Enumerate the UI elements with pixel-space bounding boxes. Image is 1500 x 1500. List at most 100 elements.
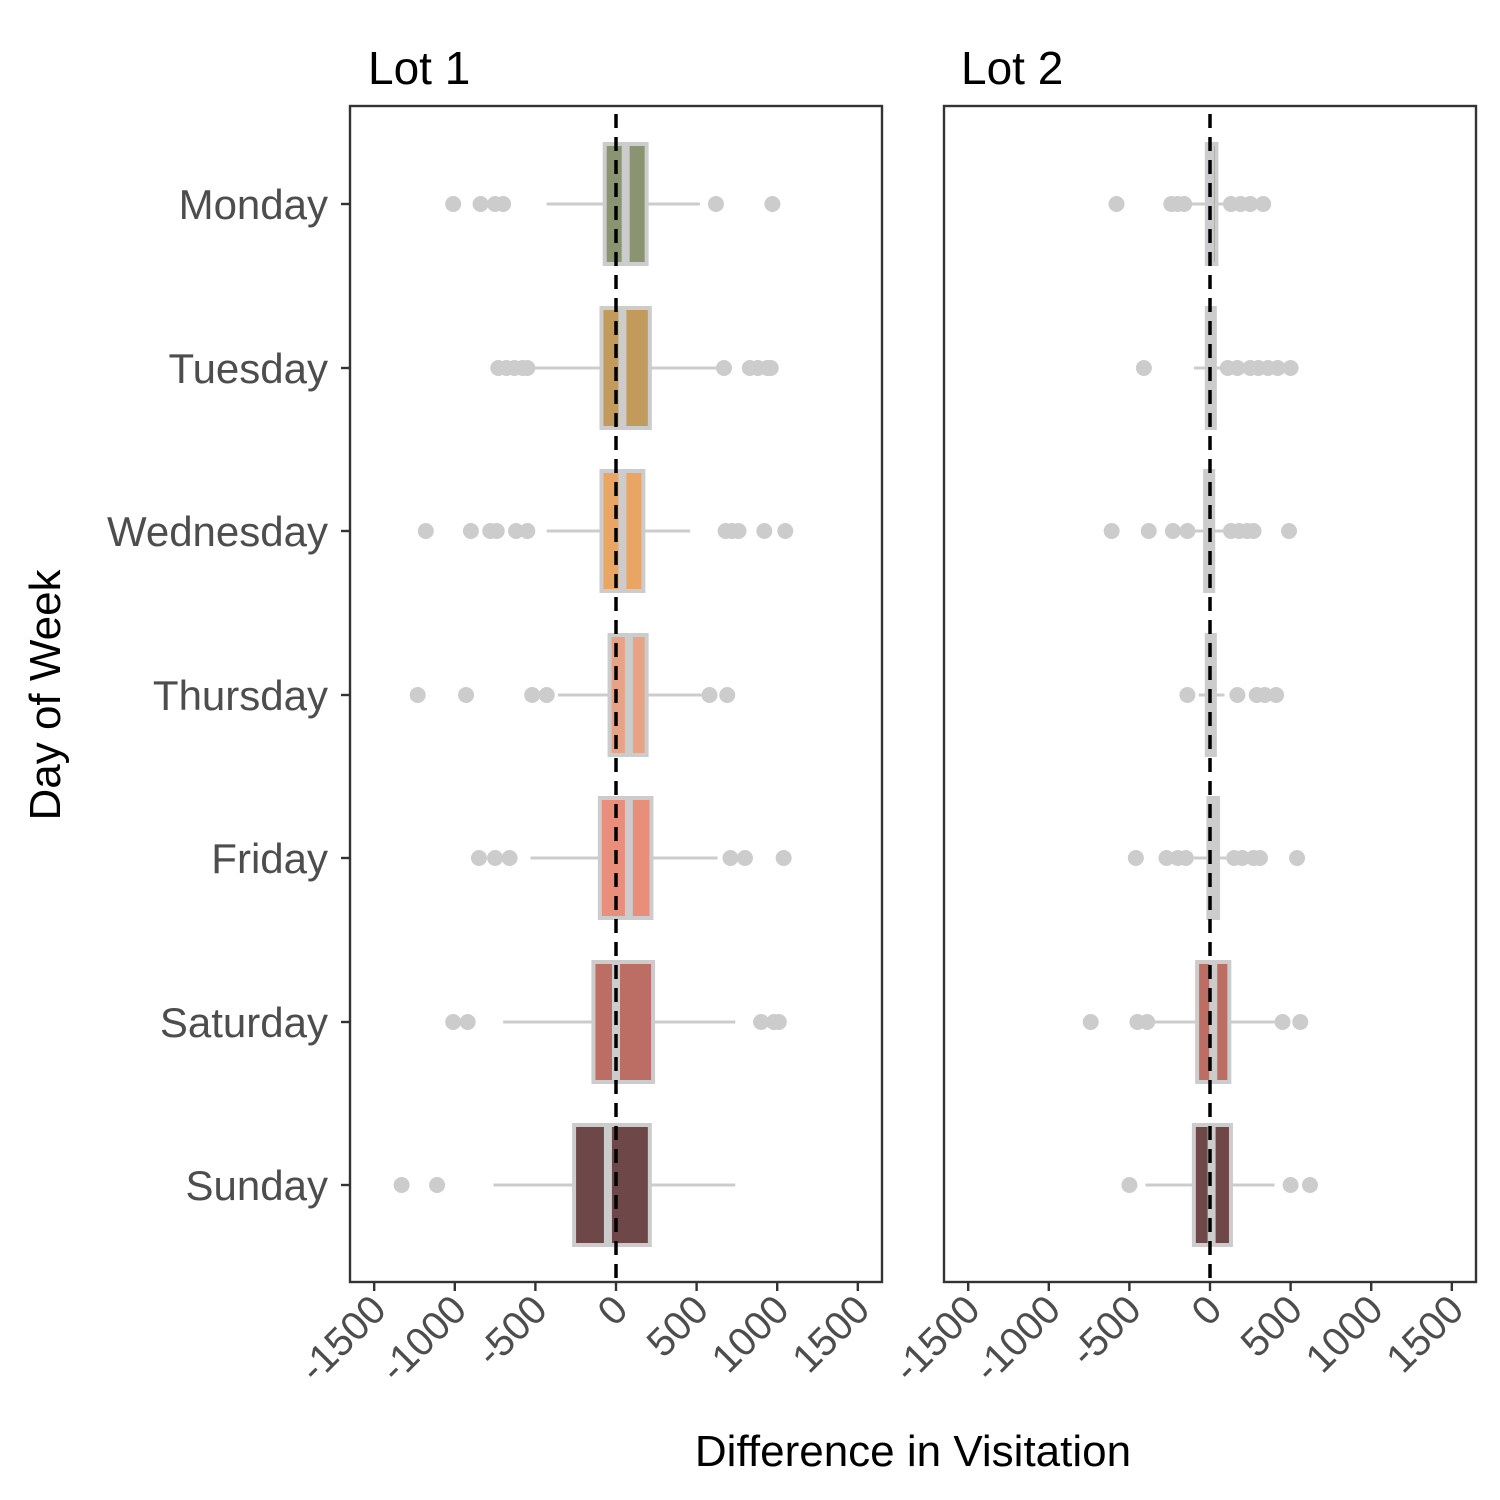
outlier-point — [1136, 360, 1152, 376]
outlier-point — [1283, 360, 1299, 376]
outlier-point — [1176, 196, 1192, 212]
outlier-point — [764, 196, 780, 212]
x-tick-label: 0 — [590, 1287, 637, 1334]
outlier-point — [1141, 523, 1157, 539]
x-tick-label: 1000 — [1298, 1287, 1392, 1381]
box-monday — [445, 144, 780, 264]
y-tick-label-thursday: Thursday — [153, 672, 328, 719]
outlier-point — [1179, 523, 1195, 539]
box-body — [593, 962, 653, 1082]
x-tick-label: -500 — [468, 1287, 556, 1375]
outlier-point — [1252, 850, 1268, 866]
outlier-point — [1246, 523, 1262, 539]
outlier-point — [1139, 1014, 1155, 1030]
outlier-point — [1178, 850, 1194, 866]
x-tick-label: 1500 — [1378, 1287, 1472, 1381]
outlier-point — [495, 196, 511, 212]
box-tuesday — [1136, 308, 1299, 428]
y-tick-label-tuesday: Tuesday — [168, 345, 328, 392]
x-tick-label: -500 — [1062, 1287, 1150, 1375]
x-tick-label: 1500 — [784, 1287, 878, 1381]
outlier-point — [1128, 850, 1144, 866]
x-tick-label: -1000 — [966, 1287, 1069, 1390]
box-wednesday — [418, 471, 794, 591]
outlier-point — [410, 687, 426, 703]
y-axis: Monday Tuesday Wednesday Thursday Friday Satu… — [107, 181, 350, 1209]
outlier-point — [722, 850, 738, 866]
outlier-point — [524, 687, 540, 703]
outlier-point — [1104, 523, 1120, 539]
outlier-point — [429, 1177, 445, 1193]
outlier-point — [763, 360, 779, 376]
x-tick-label: 500 — [639, 1287, 717, 1365]
outlier-point — [502, 850, 518, 866]
outlier-point — [1289, 850, 1305, 866]
outlier-point — [394, 1177, 410, 1193]
box-monday — [1108, 144, 1271, 264]
outlier-point — [756, 523, 772, 539]
x-tick-label: -1500 — [291, 1287, 394, 1390]
outlier-point — [458, 687, 474, 703]
box-friday — [1128, 798, 1305, 918]
panel-title-lot-2: Lot 2 — [961, 42, 1063, 94]
panel-title-lot-1: Lot 1 — [368, 42, 470, 94]
y-tick-label-saturday: Saturday — [160, 999, 328, 1046]
box-wednesday — [1104, 471, 1297, 591]
y-tick-label-wednesday: Wednesday — [107, 508, 328, 555]
outlier-point — [445, 196, 461, 212]
box-tuesday — [490, 308, 778, 428]
outlier-point — [463, 523, 479, 539]
outlier-point — [519, 360, 535, 376]
outlier-point — [776, 850, 792, 866]
outlier-point — [473, 196, 489, 212]
x-axis-title: Difference in Visitation — [695, 1427, 1131, 1476]
x-tick-label: -1000 — [372, 1287, 475, 1390]
y-axis-title: Day of Week — [21, 568, 70, 820]
x-tick-label: 0 — [1184, 1287, 1231, 1334]
outlier-point — [1302, 1177, 1318, 1193]
outlier-point — [737, 850, 753, 866]
outlier-point — [418, 523, 434, 539]
outlier-point — [1255, 196, 1271, 212]
x-tick-label: 500 — [1233, 1287, 1311, 1365]
outlier-point — [519, 523, 535, 539]
y-tick-label-monday: Monday — [179, 181, 328, 228]
outlier-point — [445, 1014, 461, 1030]
outlier-point — [1268, 687, 1284, 703]
box-body — [574, 1125, 650, 1245]
outlier-point — [1229, 687, 1245, 703]
y-tick-label-sunday: Sunday — [186, 1162, 328, 1209]
outlier-point — [1108, 196, 1124, 212]
outlier-point — [471, 850, 487, 866]
outlier-point — [489, 523, 505, 539]
outlier-point — [1275, 1014, 1291, 1030]
x-tick-label: -1500 — [885, 1287, 988, 1390]
box-thursday — [410, 635, 736, 755]
y-tick-label-friday: Friday — [211, 835, 328, 882]
outlier-point — [487, 850, 503, 866]
outlier-point — [1292, 1014, 1308, 1030]
box-friday — [471, 798, 792, 918]
outlier-point — [731, 523, 747, 539]
box-saturday — [1083, 962, 1309, 1082]
outlier-point — [460, 1014, 476, 1030]
outlier-point — [771, 1014, 787, 1030]
outlier-point — [1121, 1177, 1137, 1193]
x-tick-label: 1000 — [704, 1287, 798, 1381]
outlier-point — [1165, 523, 1181, 539]
box-thursday — [1179, 635, 1284, 755]
box-sunday — [1121, 1125, 1318, 1245]
outlier-point — [708, 196, 724, 212]
outlier-point — [1083, 1014, 1099, 1030]
outlier-point — [777, 523, 793, 539]
outlier-point — [716, 360, 732, 376]
outlier-point — [539, 687, 555, 703]
outlier-point — [1179, 687, 1195, 703]
outlier-point — [702, 687, 718, 703]
outlier-point — [1283, 1177, 1299, 1193]
box-sunday — [394, 1125, 736, 1245]
